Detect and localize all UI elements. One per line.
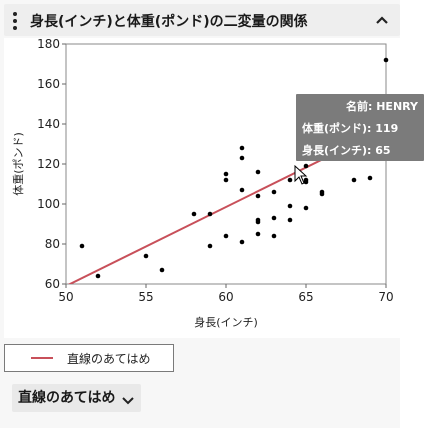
- chevron-down-icon: [121, 392, 135, 411]
- data-point: [239, 155, 245, 161]
- y-tick-label: 60: [45, 277, 60, 291]
- kebab-menu-icon[interactable]: [12, 11, 18, 31]
- data-point: [303, 163, 309, 169]
- tooltip-name: 名前: HENRY: [346, 100, 418, 113]
- data-point: [207, 211, 213, 217]
- data-point: [207, 243, 213, 249]
- data-point: [159, 267, 165, 273]
- report-title: 身長(インチ)と体重(ポンド)の二変量の関係: [30, 14, 308, 30]
- fit-line-button[interactable]: 直線のあてはめ: [12, 384, 142, 412]
- data-point: [223, 233, 229, 239]
- data-point: [239, 145, 245, 151]
- data-point: [271, 233, 277, 239]
- data-point: [239, 187, 245, 193]
- data-point: [255, 193, 261, 199]
- data-point: [303, 205, 309, 211]
- data-point: [287, 177, 293, 183]
- x-tick-label: 50: [58, 290, 73, 304]
- data-point: [223, 171, 229, 177]
- data-point: [191, 211, 197, 217]
- x-axis-label: 身長(インチ): [194, 315, 258, 329]
- data-point: [351, 177, 357, 183]
- scatter-plot: 50 55 60 65 70 60 80 100 120 140 160 180 身長(インチ) 体重(ポ…: [11, 38, 394, 329]
- data-point: [95, 273, 101, 279]
- data-point: [239, 239, 245, 245]
- data-point: [255, 219, 261, 225]
- tooltip-weight: 体重(ポンド): 119: [302, 122, 399, 135]
- data-point: [271, 215, 277, 221]
- y-tick-label: 140: [37, 117, 60, 131]
- y-tick-label: 180: [37, 38, 60, 51]
- tooltip-height: 身長(インチ): 65: [302, 144, 391, 157]
- x-tick-label: 70: [378, 290, 393, 304]
- chevron-up-icon[interactable]: [372, 10, 392, 30]
- point-tooltip: 名前: HENRY 体重(ポンド): 119 身長(インチ): 65: [296, 94, 424, 161]
- data-point: [287, 203, 293, 209]
- data-point: [79, 243, 85, 249]
- data-point: [255, 231, 261, 237]
- y-tick-label: 80: [45, 237, 60, 251]
- x-tick-label: 60: [218, 290, 233, 304]
- fit-line-button-label: 直線のあてはめ: [18, 390, 116, 406]
- data-point: [255, 169, 261, 175]
- data-point: [383, 57, 389, 63]
- legend-label-fit-line: 直線のあてはめ: [67, 352, 151, 366]
- x-tick-label: 65: [298, 290, 313, 304]
- data-point: [143, 253, 149, 259]
- data-point: [367, 175, 373, 181]
- data-point: [319, 191, 325, 197]
- bivariate-report-panel: 身長(インチ)と体重(ポンド)の二変量の関係 50 55 60 65 70 60 80 100…: [4, 4, 400, 412]
- plot-frame: [65, 43, 387, 285]
- report-header: 身長(インチ)と体重(ポンド)の二変量の関係: [4, 4, 400, 36]
- y-tick-label: 160: [37, 77, 60, 91]
- scatter-plot-area: 50 55 60 65 70 60 80 100 120 140 160 180 身長(インチ) 体重(ポ…: [4, 38, 400, 338]
- data-point: [271, 189, 277, 195]
- mouse-cursor-icon: [294, 165, 308, 185]
- data-point: [303, 179, 309, 185]
- y-axis-label: 体重(ポンド): [11, 132, 25, 196]
- legend: 直線のあてはめ: [4, 344, 174, 372]
- y-tick-label: 100: [37, 197, 60, 211]
- data-point: [223, 177, 229, 183]
- data-point: [287, 217, 293, 223]
- legend-swatch-fit-line: [31, 357, 53, 359]
- x-tick-label: 55: [138, 290, 153, 304]
- y-tick-label: 120: [37, 157, 60, 171]
